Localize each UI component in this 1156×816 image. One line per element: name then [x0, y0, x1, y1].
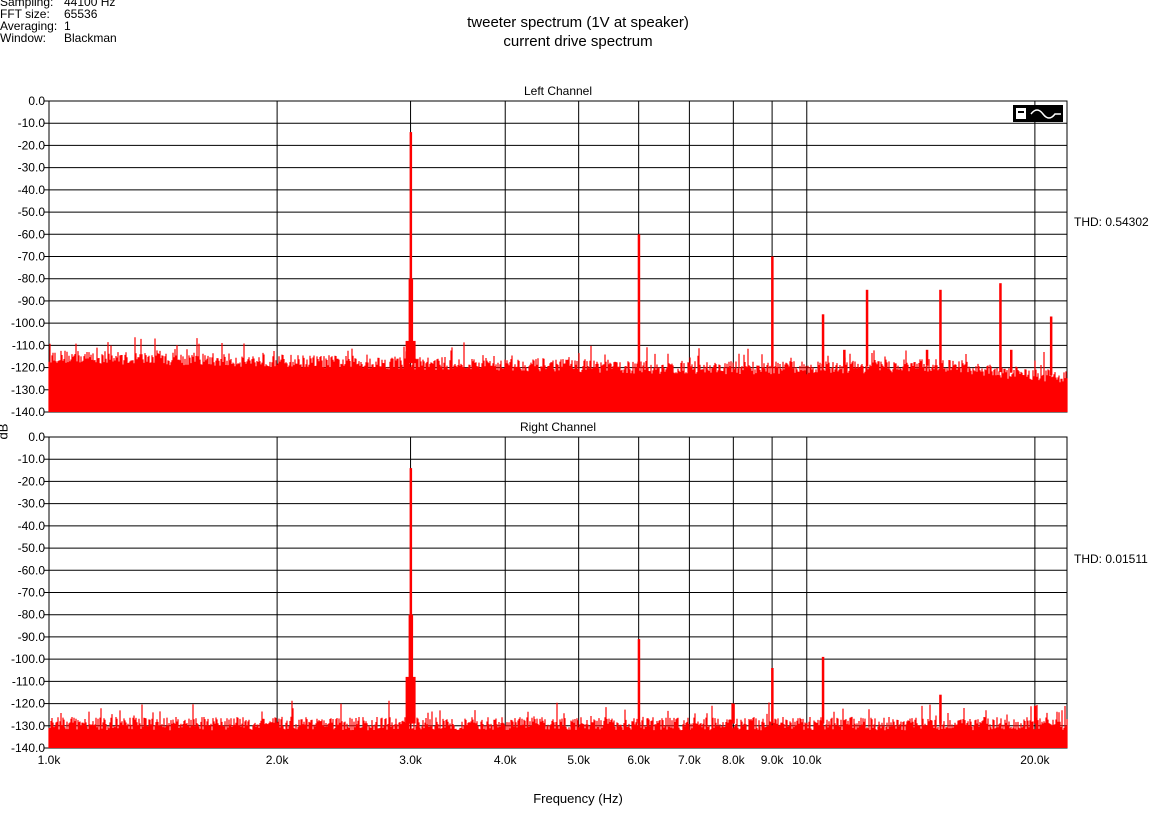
- panel-title: Left Channel: [524, 84, 592, 98]
- y-tick-label: -110.0: [12, 674, 45, 688]
- spectrum-peak: [821, 656, 825, 724]
- spectrum-peak: [1049, 316, 1053, 376]
- peak-skirt: [408, 614, 414, 724]
- x-tick-label: 5.0k: [567, 753, 591, 767]
- spectrum-peak: [999, 283, 1002, 373]
- x-tick-label: 6.0k: [627, 753, 651, 767]
- info-value: 44100 Hz: [64, 0, 116, 9]
- chart-title: tweeter spectrum (1V at speaker): [467, 14, 689, 31]
- info-key: Averaging:: [0, 19, 58, 33]
- y-tick-label: -30.0: [18, 161, 46, 175]
- info-row: FFT size: 65536: [0, 8, 117, 20]
- x-tick-label: 20.0k: [1020, 753, 1050, 767]
- spectrum-peak: [939, 694, 942, 724]
- y-tick-label: -60.0: [18, 563, 46, 577]
- spectrum-peak: [939, 289, 942, 366]
- y-tick-label: -10.0: [18, 452, 46, 466]
- app-logo-icon: [1013, 105, 1063, 122]
- x-axis-label: Frequency (Hz): [533, 791, 623, 806]
- info-row: Window: Blackman: [0, 32, 117, 44]
- spectrum-noise-floor: [48, 337, 1068, 412]
- spectrum-peak: [732, 703, 735, 724]
- y-tick-label: -80.0: [18, 608, 46, 622]
- y-axis-label: dB: [0, 423, 11, 440]
- thd-left: THD: 0.54302: [1074, 215, 1149, 229]
- y-tick-label: -100.0: [11, 652, 45, 666]
- spectrum-noise-floor: [48, 700, 1068, 748]
- y-tick-label: -40.0: [18, 183, 46, 197]
- y-tick-label: -130.0: [11, 383, 45, 397]
- info-value: 65536: [64, 7, 98, 21]
- y-tick-label: -90.0: [18, 630, 46, 644]
- info-value: Blackman: [64, 31, 117, 45]
- spectrum-peak: [409, 468, 413, 724]
- x-tick-label: 1.0k: [38, 753, 62, 767]
- y-tick-label: 0.0: [28, 94, 45, 108]
- x-tick-label: 2.0k: [266, 753, 290, 767]
- x-tick-label: 7.0k: [678, 753, 702, 767]
- spectrum-peak: [637, 234, 641, 368]
- measurement-info: Sampling: 44100 Hz FFT size: 65536 Averagi…: [0, 0, 117, 44]
- y-tick-label: -70.0: [18, 250, 46, 264]
- chart-subtitle: current drive spectrum: [503, 33, 653, 50]
- x-tick-label: 9.0k: [761, 753, 785, 767]
- y-tick-label: -20.0: [18, 138, 46, 152]
- y-tick-label: -120.0: [11, 361, 45, 375]
- y-tick-label: -50.0: [18, 205, 46, 219]
- y-tick-label: -40.0: [18, 519, 46, 533]
- x-tick-label: 10.0k: [792, 753, 822, 767]
- info-key: Window:: [0, 31, 47, 45]
- info-value: 1: [64, 19, 71, 33]
- y-tick-label: -140.0: [11, 741, 45, 755]
- peak-skirt: [405, 340, 416, 364]
- peak-skirt: [405, 676, 416, 724]
- spectrum-peak: [409, 132, 413, 364]
- spectrum-peak: [771, 256, 774, 368]
- info-key: FFT size:: [0, 7, 50, 21]
- x-tick-label: 3.0k: [399, 753, 423, 767]
- panel-title: Right Channel: [520, 420, 596, 434]
- spectrum-peak: [1033, 705, 1037, 724]
- y-tick-label: -10.0: [18, 116, 46, 130]
- spectrum-peak: [865, 289, 869, 367]
- spectrum-peak: [925, 349, 929, 366]
- y-tick-label: -130.0: [11, 719, 45, 733]
- y-tick-label: -80.0: [18, 272, 46, 286]
- y-tick-label: -50.0: [18, 541, 46, 555]
- thd-right: THD: 0.01511: [1074, 552, 1148, 566]
- spectrum-peak: [771, 668, 774, 724]
- y-tick-label: -70.0: [18, 586, 46, 600]
- y-tick-label: -140.0: [11, 405, 45, 419]
- spectrum-peak: [821, 314, 825, 368]
- y-tick-label: -120.0: [11, 697, 45, 711]
- y-tick-label: -60.0: [18, 227, 46, 241]
- y-tick-label: -100.0: [11, 316, 45, 330]
- spectrum-peak: [1010, 349, 1013, 373]
- y-tick-label: -90.0: [18, 294, 46, 308]
- x-tick-label: 4.0k: [494, 753, 518, 767]
- y-tick-label: -30.0: [18, 497, 46, 511]
- x-tick-label: 8.0k: [722, 753, 746, 767]
- y-tick-label: -20.0: [18, 474, 46, 488]
- peak-skirt: [408, 278, 414, 364]
- info-key: Sampling:: [0, 0, 54, 9]
- info-row: Averaging: 1: [0, 20, 117, 32]
- y-tick-label: -110.0: [12, 338, 45, 352]
- spectrum-peak: [843, 349, 846, 367]
- y-tick-label: 0.0: [28, 430, 45, 444]
- info-row: Sampling: 44100 Hz: [0, 0, 117, 8]
- spectrum-peak: [637, 639, 641, 724]
